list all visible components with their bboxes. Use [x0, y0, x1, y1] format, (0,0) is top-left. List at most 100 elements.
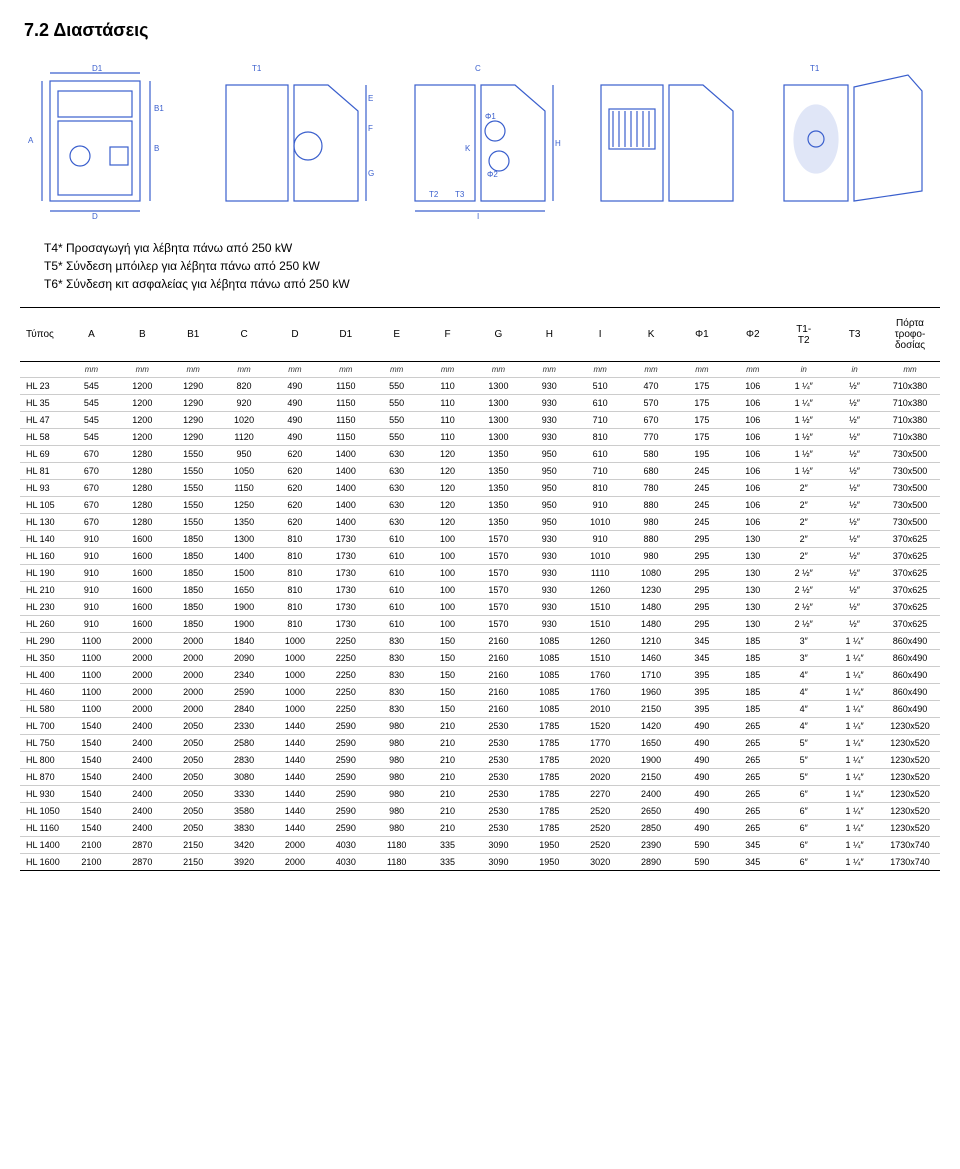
- value-cell: 1600: [117, 582, 168, 599]
- value-cell: 195: [677, 446, 728, 463]
- value-cell: 1785: [524, 735, 575, 752]
- table-row: HL 9301540240020503330144025909802102530…: [20, 786, 940, 803]
- value-cell: 1500: [219, 565, 270, 582]
- value-cell: 150: [422, 667, 473, 684]
- value-cell: 1510: [575, 599, 626, 616]
- value-cell: 3090: [473, 854, 524, 871]
- value-cell: 2580: [219, 735, 270, 752]
- value-cell: 1785: [524, 803, 575, 820]
- value-cell: 2150: [626, 769, 677, 786]
- value-cell: 4″: [778, 667, 829, 684]
- table-row: HL 8001540240020502830144025909802102530…: [20, 752, 940, 769]
- value-cell: 1840: [219, 633, 270, 650]
- value-cell: 100: [422, 616, 473, 633]
- value-cell: 1010: [575, 548, 626, 565]
- value-cell: 1350: [473, 463, 524, 480]
- label: I: [477, 212, 479, 221]
- value-cell: 490: [677, 820, 728, 837]
- value-cell: 1600: [117, 548, 168, 565]
- value-cell: 2590: [320, 803, 371, 820]
- value-cell: 545: [66, 412, 117, 429]
- value-cell: 1730: [320, 548, 371, 565]
- row-type-cell: HL 350: [20, 650, 66, 667]
- table-row: HL 1609101600185014008101730610100157093…: [20, 548, 940, 565]
- value-cell: 730x500: [880, 497, 940, 514]
- value-cell: 1300: [473, 395, 524, 412]
- value-cell: 730x500: [880, 480, 940, 497]
- value-cell: 1230x520: [880, 820, 940, 837]
- value-cell: 175: [677, 412, 728, 429]
- value-cell: 670: [66, 480, 117, 497]
- unit-cell: in: [829, 362, 880, 378]
- value-cell: 710x380: [880, 395, 940, 412]
- value-cell: 2050: [168, 752, 219, 769]
- table-row: HL 1056701280155012506201400630120135095…: [20, 497, 940, 514]
- value-cell: 1300: [473, 429, 524, 446]
- value-cell: 1290: [168, 429, 219, 446]
- value-cell: 1000: [270, 667, 321, 684]
- value-cell: 2″: [778, 497, 829, 514]
- value-cell: 295: [677, 531, 728, 548]
- value-cell: 1100: [66, 667, 117, 684]
- label: B: [154, 144, 159, 153]
- value-cell: 1960: [626, 684, 677, 701]
- label: E: [368, 94, 373, 103]
- value-cell: 210: [422, 803, 473, 820]
- value-cell: 770: [626, 429, 677, 446]
- value-cell: 670: [66, 514, 117, 531]
- value-cell: 120: [422, 480, 473, 497]
- value-cell: 1280: [117, 514, 168, 531]
- value-cell: 910: [66, 582, 117, 599]
- value-cell: 2530: [473, 735, 524, 752]
- col-header: D1: [320, 308, 371, 362]
- value-cell: 620: [270, 446, 321, 463]
- value-cell: 2160: [473, 650, 524, 667]
- value-cell: 130: [727, 582, 778, 599]
- value-cell: 630: [371, 497, 422, 514]
- value-cell: ½″: [829, 514, 880, 531]
- value-cell: 245: [677, 497, 728, 514]
- units-row: mmmmmmmmmmmmmmmmmmmmmmmmmmmmininmm: [20, 362, 940, 378]
- label: T2: [429, 190, 439, 199]
- value-cell: 2 ½″: [778, 582, 829, 599]
- value-cell: 1730: [320, 565, 371, 582]
- note-line: T5* Σύνδεση µπόιλερ για λέβητα πάνω από …: [44, 257, 940, 275]
- table-row: HL 5854512001290112049011505501101300930…: [20, 429, 940, 446]
- value-cell: 2530: [473, 752, 524, 769]
- value-cell: 2330: [219, 718, 270, 735]
- value-cell: 590: [677, 837, 728, 854]
- value-cell: 950: [524, 463, 575, 480]
- row-type-cell: HL 140: [20, 531, 66, 548]
- value-cell: 1 ¼″: [829, 684, 880, 701]
- value-cell: 610: [575, 446, 626, 463]
- value-cell: 2150: [168, 837, 219, 854]
- label: D1: [92, 64, 103, 73]
- value-cell: 1350: [473, 446, 524, 463]
- value-cell: 610: [371, 599, 422, 616]
- col-header: Φ2: [727, 308, 778, 362]
- label: H: [555, 139, 561, 148]
- value-cell: 1 ¼″: [829, 667, 880, 684]
- value-cell: 100: [422, 531, 473, 548]
- value-cell: 980: [626, 548, 677, 565]
- value-cell: 265: [727, 735, 778, 752]
- value-cell: 1510: [575, 650, 626, 667]
- value-cell: 1230x520: [880, 769, 940, 786]
- value-cell: 1400: [320, 480, 371, 497]
- value-cell: 490: [677, 786, 728, 803]
- value-cell: ½″: [829, 429, 880, 446]
- value-cell: 265: [727, 769, 778, 786]
- value-cell: 545: [66, 395, 117, 412]
- value-cell: 2000: [270, 854, 321, 871]
- row-type-cell: HL 160: [20, 548, 66, 565]
- value-cell: ½″: [829, 497, 880, 514]
- value-cell: 1550: [168, 497, 219, 514]
- table-row: HL 3501100200020002090100022508301502160…: [20, 650, 940, 667]
- label: Φ1: [485, 112, 496, 121]
- unit-cell: mm: [219, 362, 270, 378]
- value-cell: 490: [677, 752, 728, 769]
- value-cell: 880: [626, 531, 677, 548]
- value-cell: 150: [422, 633, 473, 650]
- value-cell: 950: [524, 497, 575, 514]
- col-header: T1- T2: [778, 308, 829, 362]
